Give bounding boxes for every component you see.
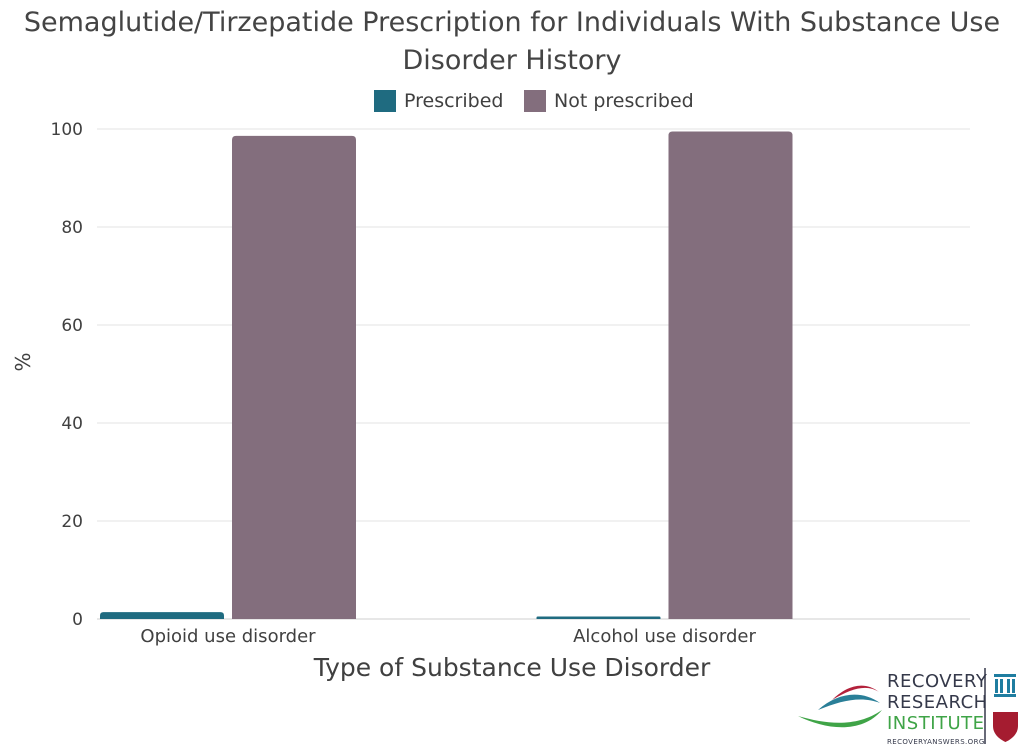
logo-text-research: RESEARCH [887,692,988,713]
y-tick-label-80: 80 [61,218,83,238]
logo-wave-green [798,710,882,728]
logo-text-institute: INSTITUTE [887,713,985,734]
legend: Prescribed Not prescribed [374,90,694,112]
y-axis-label: % [11,352,35,371]
legend-label-prescribed: Prescribed [404,90,503,112]
x-tick-label-1: Alcohol use disorder [573,626,756,647]
grid-lines [97,128,970,620]
bars [100,131,793,620]
bar-opioid-use-disorder-not-prescribed [232,135,356,620]
legend-label-not-prescribed: Not prescribed [554,90,694,112]
chart-title-line-2: Disorder History [403,45,622,76]
legend-swatch-not-prescribed [524,90,546,112]
chart-title-line-1: Semaglutide/Tirzepatide Prescription for… [24,7,1000,38]
y-tick-label-40: 40 [61,414,83,434]
logo-text-recovery: RECOVERY [887,671,988,692]
bar-opioid-use-disorder-prescribed [100,612,224,619]
y-axis-ticks: 0 20 40 60 80 100 [51,120,83,630]
y-tick-label-20: 20 [61,512,83,532]
logo-wave-red [832,685,879,700]
bar-alcohol-use-disorder-not-prescribed [668,131,793,619]
recovery-research-institute-logo: RECOVERY RESEARCH INSTITUTE RECOVERYANSW… [798,668,1018,746]
harvard-shield-icon [993,712,1018,742]
x-tick-label-0: Opioid use disorder [140,626,316,647]
logo-wave-blue [818,694,880,710]
bar-alcohol-use-disorder-prescribed [536,616,661,619]
institution-emblem-icon [994,674,1016,697]
y-tick-label-0: 0 [72,610,83,630]
logo-url: RECOVERYANSWERS.ORG [887,738,985,746]
legend-swatch-prescribed [374,90,396,112]
y-tick-label-100: 100 [51,120,83,140]
y-tick-label-60: 60 [61,316,83,336]
x-axis-label: Type of Substance Use Disorder [313,653,711,682]
x-axis-ticks: Opioid use disorder Alcohol use disorder [140,626,756,647]
